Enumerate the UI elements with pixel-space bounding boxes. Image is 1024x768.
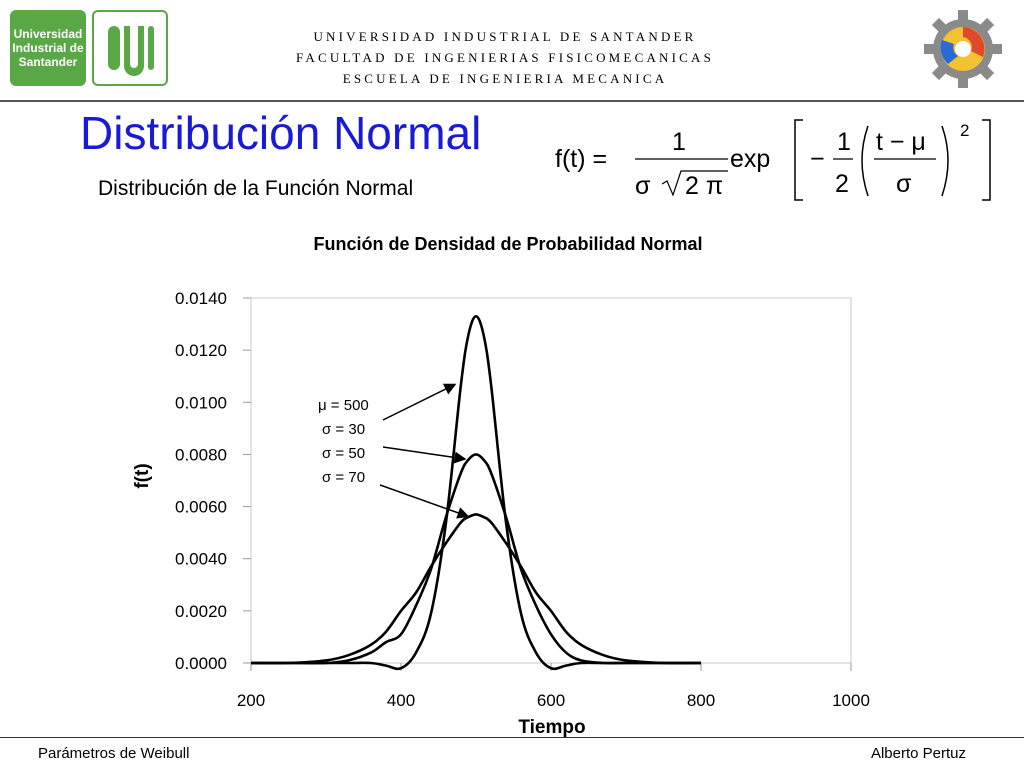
university-logo: Universidad Industrial de Santander bbox=[10, 10, 86, 86]
header-line-university: UNIVERSIDAD INDUSTRIAL DE SANTANDER bbox=[313, 29, 697, 44]
curve-sigma-50 bbox=[251, 453, 701, 665]
formula-exp: exp bbox=[730, 145, 770, 173]
university-logo-text: Universidad Industrial de Santander bbox=[12, 27, 84, 69]
header-divider bbox=[0, 100, 1024, 102]
formula-denominator-root: 2 π bbox=[685, 172, 723, 200]
formula-frac-den: σ bbox=[896, 170, 912, 198]
formula-lhs: f(t) = bbox=[555, 145, 607, 173]
formula-power: 2 bbox=[960, 121, 969, 140]
y-tick-label: 0.0100 bbox=[175, 393, 227, 412]
x-tick-label: 800 bbox=[687, 691, 715, 710]
institution-header: UNIVERSIDAD INDUSTRIAL DE SANTANDER FACU… bbox=[240, 26, 770, 89]
y-axis-label: f(t) bbox=[132, 463, 153, 488]
annotation-sigma-70: σ = 70 bbox=[322, 469, 365, 486]
footer-divider bbox=[0, 737, 1024, 738]
annotation-arrow bbox=[382, 383, 457, 421]
header-line-school: ESCUELA DE INGENIERIA MECANICA bbox=[342, 71, 668, 86]
annotation-arrow bbox=[379, 484, 470, 519]
normal-pdf-formula: f(t) = 1 σ 2 π exp − 1 2 t − μ σ 2 bbox=[555, 119, 991, 201]
formula-half-den: 2 bbox=[835, 170, 849, 198]
annotation-arrow bbox=[382, 446, 467, 464]
x-tick-label: 600 bbox=[537, 691, 565, 710]
annotation-mu: μ = 500 bbox=[318, 397, 369, 414]
y-tick-label: 0.0040 bbox=[175, 550, 227, 569]
x-tick-label: 1000 bbox=[832, 691, 870, 710]
header-line-faculty: FACULTAD DE INGENIERIAS FISICOMECANICAS bbox=[295, 50, 715, 65]
formula-numerator: 1 bbox=[672, 128, 686, 156]
uis-monogram-icon bbox=[108, 26, 154, 76]
footer-left-text: Parámetros de Weibull bbox=[38, 745, 190, 762]
uis-monogram-logo bbox=[92, 10, 168, 86]
x-tick-label: 200 bbox=[237, 691, 265, 710]
y-tick-label: 0.0060 bbox=[175, 498, 227, 517]
y-tick-label: 0.0080 bbox=[175, 445, 227, 464]
chart-title: Función de Densidad de Probabilidad Norm… bbox=[313, 234, 702, 254]
y-tick-label: 0.0000 bbox=[175, 654, 227, 673]
formula-denominator-sigma: σ bbox=[635, 172, 651, 200]
y-tick-label: 0.0140 bbox=[175, 289, 227, 308]
formula-minus: − bbox=[810, 145, 825, 173]
formula-half-num: 1 bbox=[837, 128, 851, 156]
x-tick-label: 400 bbox=[387, 691, 415, 710]
annotation-sigma-30: σ = 30 bbox=[322, 421, 365, 438]
curve-sigma-70 bbox=[250, 513, 702, 665]
slide-subtitle: Distribución de la Función Normal bbox=[98, 177, 414, 200]
slide-title: Distribución Normal bbox=[80, 107, 482, 159]
footer-author: Alberto Pertuz bbox=[870, 745, 966, 762]
x-axis-label: Tiempo bbox=[518, 717, 585, 738]
y-tick-label: 0.0120 bbox=[175, 341, 227, 360]
formula-frac-num: t − μ bbox=[876, 128, 926, 156]
curve-sigma-30 bbox=[251, 314, 701, 671]
y-tick-label: 0.0020 bbox=[175, 602, 227, 621]
annotation-sigma-50: σ = 50 bbox=[322, 445, 365, 462]
gear-logo-icon bbox=[918, 4, 1008, 94]
